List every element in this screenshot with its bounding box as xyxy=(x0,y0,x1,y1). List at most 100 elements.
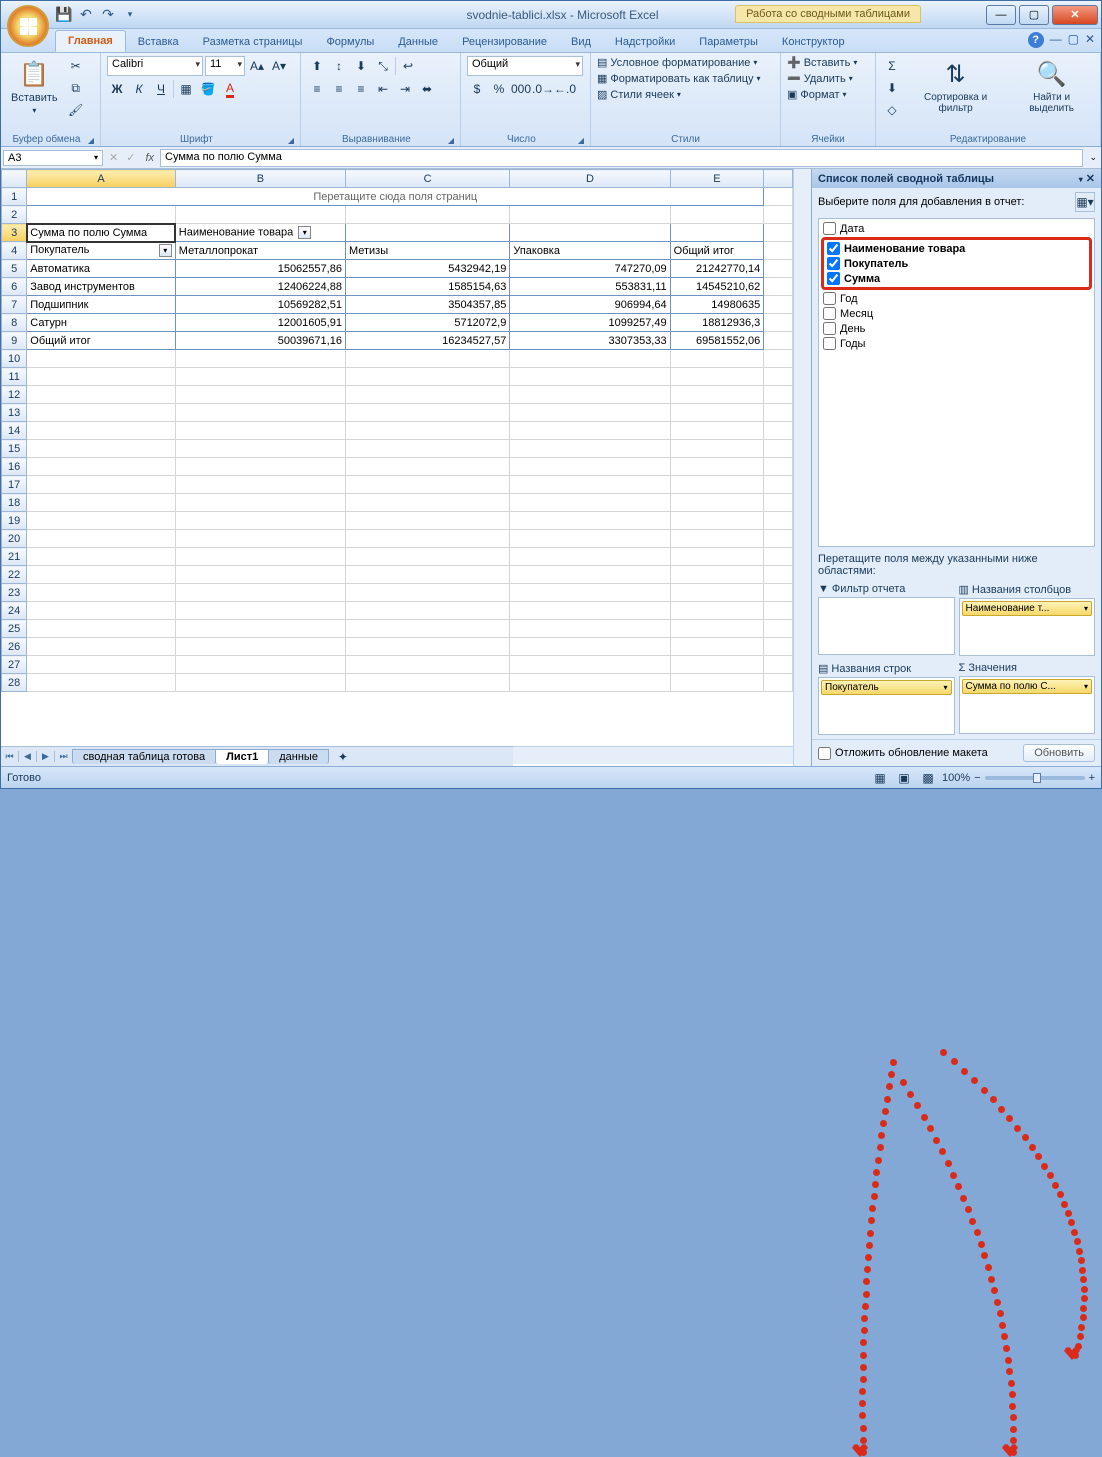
sheet-tab[interactable]: данные xyxy=(268,749,329,764)
sheet-tab[interactable]: Лист1 xyxy=(215,749,269,764)
row-header[interactable]: 7 xyxy=(2,296,27,314)
accept-formula-icon[interactable]: ✓ xyxy=(122,151,139,164)
cell[interactable]: Упаковка xyxy=(510,242,670,260)
cell[interactable]: 3504357,85 xyxy=(345,296,509,314)
pill-columns[interactable]: Наименование т...▾ xyxy=(962,601,1093,616)
autosum-icon[interactable]: Σ xyxy=(882,56,902,76)
cell[interactable] xyxy=(670,530,764,548)
cell[interactable] xyxy=(345,620,509,638)
fx-icon[interactable]: fx xyxy=(139,152,160,164)
cell[interactable]: Метизы xyxy=(345,242,509,260)
cell[interactable] xyxy=(510,350,670,368)
cancel-formula-icon[interactable]: ✕ xyxy=(105,151,122,164)
field-checkbox[interactable] xyxy=(823,307,836,320)
cell[interactable] xyxy=(670,440,764,458)
cell[interactable] xyxy=(175,494,345,512)
col-header[interactable]: A xyxy=(27,170,176,188)
cell[interactable] xyxy=(764,566,793,584)
zoom-in-icon[interactable]: + xyxy=(1089,772,1095,784)
cell[interactable]: Общий итог xyxy=(27,332,176,350)
tab-3[interactable]: Формулы xyxy=(314,32,386,52)
cell[interactable] xyxy=(764,260,793,278)
row-header[interactable]: 11 xyxy=(2,368,27,386)
field-checkbox[interactable] xyxy=(827,242,840,255)
cell[interactable]: Автоматика xyxy=(27,260,176,278)
cell[interactable] xyxy=(27,584,176,602)
percent-icon[interactable]: % xyxy=(489,79,509,99)
cell[interactable] xyxy=(175,404,345,422)
format-cells-button[interactable]: ▣Формат▾ xyxy=(787,88,847,101)
cell[interactable] xyxy=(175,476,345,494)
row-header[interactable]: 26 xyxy=(2,638,27,656)
fill-color-icon[interactable]: 🪣 xyxy=(198,79,218,99)
cell[interactable] xyxy=(27,404,176,422)
increase-decimal-icon[interactable]: .0→ xyxy=(533,79,553,99)
delete-cells-button[interactable]: ➖Удалить▾ xyxy=(787,72,853,85)
cell[interactable] xyxy=(175,368,345,386)
tab-9[interactable]: Конструктор xyxy=(770,32,857,52)
row-header[interactable]: 17 xyxy=(2,476,27,494)
cell[interactable] xyxy=(764,674,793,692)
cell[interactable] xyxy=(670,512,764,530)
cell[interactable]: 69581552,06 xyxy=(670,332,764,350)
align-middle-icon[interactable]: ↕ xyxy=(329,56,349,76)
cell[interactable]: 5432942,19 xyxy=(345,260,509,278)
col-header[interactable]: D xyxy=(510,170,670,188)
field-checkbox[interactable] xyxy=(823,222,836,235)
align-right-icon[interactable]: ≡ xyxy=(351,79,371,99)
cell[interactable] xyxy=(764,314,793,332)
field-item[interactable]: Год xyxy=(821,291,1092,306)
close-pane-icon[interactable]: ✕ xyxy=(1086,173,1095,185)
cell[interactable] xyxy=(510,224,670,242)
cell[interactable] xyxy=(175,584,345,602)
cell[interactable]: Общий итог xyxy=(670,242,764,260)
row-header[interactable]: 18 xyxy=(2,494,27,512)
cell[interactable]: 18812936,3 xyxy=(670,314,764,332)
cell[interactable] xyxy=(175,656,345,674)
cell[interactable] xyxy=(764,656,793,674)
cell[interactable]: Подшипник xyxy=(27,296,176,314)
cell[interactable] xyxy=(764,404,793,422)
cell[interactable] xyxy=(27,602,176,620)
cell[interactable] xyxy=(175,674,345,692)
field-checkbox[interactable] xyxy=(827,272,840,285)
cell[interactable] xyxy=(764,620,793,638)
cell[interactable] xyxy=(345,548,509,566)
cell[interactable] xyxy=(510,620,670,638)
cell[interactable] xyxy=(345,494,509,512)
cell[interactable] xyxy=(510,494,670,512)
conditional-formatting-button[interactable]: ▤Условное форматирование▾ xyxy=(597,56,757,69)
view-layout-icon[interactable]: ▣ xyxy=(894,768,914,788)
row-header[interactable]: 12 xyxy=(2,386,27,404)
cell[interactable] xyxy=(764,440,793,458)
cell[interactable] xyxy=(764,386,793,404)
formula-input[interactable]: Сумма по полю Сумма xyxy=(160,149,1083,167)
row-header[interactable]: 21 xyxy=(2,548,27,566)
cell[interactable] xyxy=(345,422,509,440)
sheet-tab[interactable]: сводная таблица готова xyxy=(72,749,216,764)
row-header[interactable]: 16 xyxy=(2,458,27,476)
drop-columns[interactable]: Наименование т...▾ xyxy=(959,598,1096,656)
cell[interactable] xyxy=(510,512,670,530)
cell[interactable] xyxy=(175,512,345,530)
cell[interactable] xyxy=(670,422,764,440)
save-icon[interactable]: 💾 xyxy=(55,6,73,24)
cell[interactable] xyxy=(175,566,345,584)
zoom-out-icon[interactable]: − xyxy=(974,772,980,784)
drop-rows[interactable]: Покупатель▾ xyxy=(818,677,955,735)
cell[interactable] xyxy=(27,494,176,512)
select-all[interactable] xyxy=(2,170,27,188)
cell[interactable]: 1585154,63 xyxy=(345,278,509,296)
cell[interactable] xyxy=(764,476,793,494)
cell[interactable]: 10569282,51 xyxy=(175,296,345,314)
cell[interactable]: 5712072,9 xyxy=(345,314,509,332)
cell[interactable] xyxy=(764,242,793,260)
row-header[interactable]: 1 xyxy=(2,188,27,206)
cell[interactable] xyxy=(670,638,764,656)
defer-update-checkbox[interactable]: Отложить обновление макета xyxy=(818,747,988,760)
cell[interactable] xyxy=(670,494,764,512)
tab-8[interactable]: Параметры xyxy=(687,32,770,52)
col-header[interactable]: B xyxy=(175,170,345,188)
insert-cells-button[interactable]: ➕Вставить▾ xyxy=(787,56,857,69)
cell[interactable]: Сумма по полю Сумма xyxy=(27,224,176,242)
